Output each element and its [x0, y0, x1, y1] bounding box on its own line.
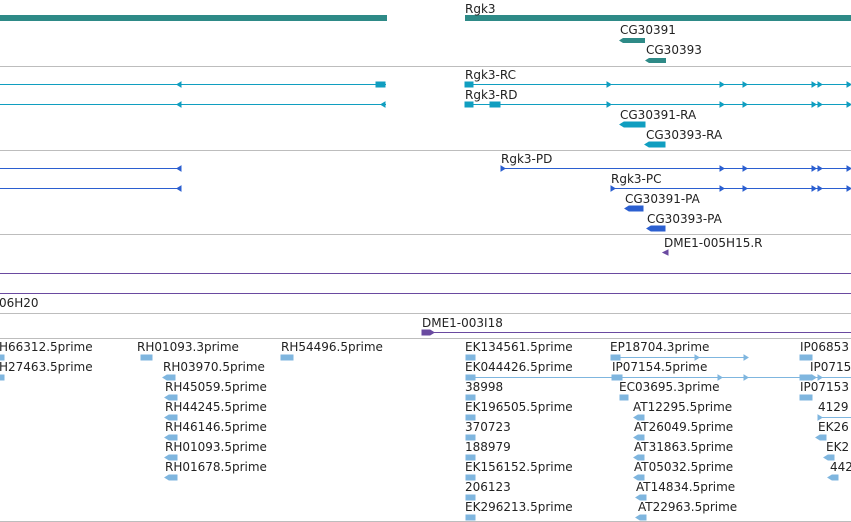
est-label[interactable]: 38998 [465, 380, 504, 394]
transcript-label-cg30391-ra[interactable]: CG30391-RA [620, 108, 697, 122]
clone-label-dme1-003i18[interactable]: DME1-003I18 [422, 316, 503, 330]
oligo-track-features[interactable] [0, 249, 851, 336]
protein-label-rgk3-pc[interactable]: Rgk3-PC [611, 172, 662, 186]
est-label[interactable]: EK134561.5prime [465, 340, 573, 354]
est-label[interactable]: RH44245.5prime [165, 400, 267, 414]
est-label[interactable]: IP07154.5prime [612, 360, 708, 374]
est-label[interactable]: EK26 [818, 420, 849, 434]
est-label[interactable]: H27463.5prime [0, 360, 93, 374]
transcript-track-features[interactable] [0, 81, 851, 148]
protein-label-cg30391-pa[interactable]: CG30391-PA [625, 192, 700, 206]
est-label[interactable]: IP07153 [800, 380, 849, 394]
est-label[interactable]: EK2 [826, 440, 850, 454]
est-label[interactable]: EC03695.3prime [619, 380, 720, 394]
gene-label-cg30391[interactable]: CG30391 [620, 23, 676, 37]
track-separator [0, 66, 851, 67]
transcript-label-rgk3-rd[interactable]: Rgk3-RD [465, 88, 518, 102]
track-separator [0, 150, 851, 151]
est-label[interactable]: AT22963.5prime [638, 500, 738, 514]
est-label[interactable]: 188979 [465, 440, 511, 454]
est-label[interactable]: RH01678.5prime [165, 460, 267, 474]
est-label[interactable]: AT12295.5prime [633, 400, 733, 414]
est-label[interactable]: RH01093.5prime [165, 440, 267, 454]
track-separator [0, 234, 851, 235]
est-label[interactable]: 370723 [465, 420, 511, 434]
est-label[interactable]: RH45059.5prime [165, 380, 267, 394]
est-label[interactable]: EK156152.5prime [465, 460, 573, 474]
track-separator [0, 338, 851, 339]
gene-bar-cg30391 [619, 38, 645, 43]
gene-label-rgk3[interactable]: Rgk3 [465, 2, 496, 16]
est-label[interactable]: RH54496.5prime [281, 340, 383, 354]
est-label[interactable]: RH03970.5prime [163, 360, 265, 374]
gene-track-features[interactable] [0, 15, 851, 63]
est-label[interactable]: EK044426.5prime [465, 360, 573, 374]
est-label[interactable]: IP0715 [810, 360, 851, 374]
est-label[interactable]: EP18704.3prime [610, 340, 710, 354]
track-separator [0, 313, 851, 314]
est-label[interactable]: RH46146.5prime [165, 420, 267, 434]
est-label[interactable]: EK296213.5prime [465, 500, 573, 514]
protein-label-rgk3-pd[interactable]: Rgk3-PD [501, 152, 553, 166]
est-label[interactable]: AT26049.5prime [634, 420, 734, 434]
est-label[interactable]: AT14834.5prime [636, 480, 736, 494]
gene-bar-left [0, 15, 387, 21]
est-label[interactable]: 442 [830, 460, 851, 474]
est-track-features[interactable] [0, 354, 851, 521]
gene-label-cg30393[interactable]: CG30393 [646, 43, 702, 57]
protein-label-cg30393-pa[interactable]: CG30393-PA [647, 212, 722, 226]
protein-track-features[interactable] [0, 165, 851, 232]
est-label[interactable]: RH01093.3prime [137, 340, 239, 354]
oligo-label-dme1-005h15[interactable]: DME1-005H15.R [664, 236, 763, 250]
est-label[interactable]: 4129 [818, 400, 849, 414]
est-label[interactable]: AT05032.5prime [634, 460, 734, 474]
transcript-label-cg30393-ra[interactable]: CG30393-RA [646, 128, 723, 142]
gene-bar-cg30393 [645, 58, 666, 63]
gene-bar-rgk3 [465, 15, 851, 21]
transcript-label-rgk3-rc[interactable]: Rgk3-RC [465, 68, 516, 82]
est-label[interactable]: 206123 [465, 480, 511, 494]
est-label[interactable]: EK196505.5prime [465, 400, 573, 414]
est-label[interactable]: AT31863.5prime [634, 440, 734, 454]
clone-label-06h20[interactable]: 06H20 [0, 296, 39, 310]
est-label[interactable]: IP06853 [800, 340, 849, 354]
est-label[interactable]: H66312.5prime [0, 340, 93, 354]
